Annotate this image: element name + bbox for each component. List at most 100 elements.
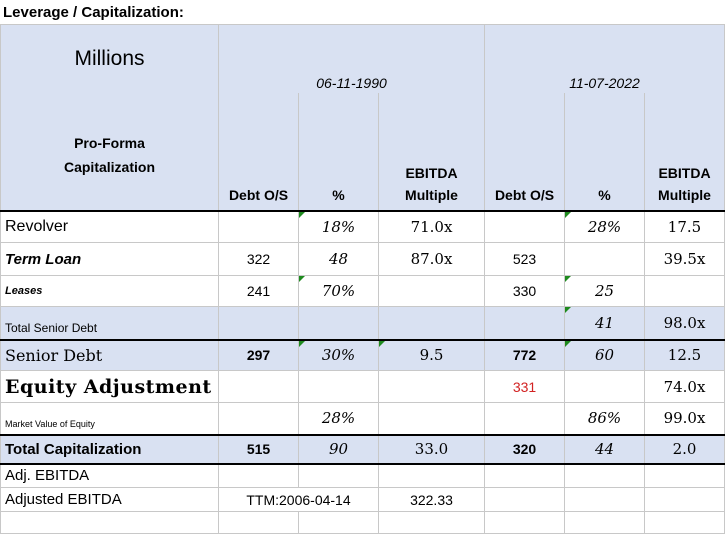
cell[interactable]	[298, 370, 379, 403]
cell[interactable]: 330	[484, 275, 565, 307]
units-label: Millions	[74, 46, 145, 70]
cell[interactable]	[564, 242, 645, 276]
pct-header-label: %	[332, 186, 345, 203]
cell[interactable]: 71.0x	[378, 210, 485, 243]
cell[interactable]	[298, 511, 379, 534]
cell[interactable]: 90	[298, 433, 379, 465]
cell[interactable]: 322	[218, 242, 299, 276]
capitalization-table: Millions 06-11-1990 11-07-2022 Pro-Forma…	[0, 24, 725, 534]
multiple-header-1[interactable]: EBITDA Multiple	[378, 92, 485, 212]
cell[interactable]	[484, 210, 565, 243]
table-row: Adj. EBITDA	[0, 463, 725, 488]
cell[interactable]: 39.5x	[644, 242, 725, 276]
cell[interactable]: 12.5	[644, 338, 725, 371]
adjusted-ebitda-label[interactable]: Adjusted EBITDA	[0, 487, 219, 512]
cell[interactable]: 297	[218, 338, 299, 371]
table-row: Total Senior Debt 41 98.0x	[0, 306, 725, 340]
cell[interactable]: 44	[564, 433, 645, 465]
cell[interactable]	[378, 511, 485, 534]
row-label[interactable]: Revolver	[0, 210, 219, 243]
cell[interactable]	[484, 306, 565, 340]
cell[interactable]	[644, 463, 725, 488]
section-header: Pro-Forma Capitalization	[63, 134, 155, 175]
cell[interactable]: 25	[564, 275, 645, 307]
cell[interactable]	[298, 306, 379, 340]
cell[interactable]	[644, 511, 725, 534]
row-label[interactable]: Market Value of Equity	[0, 402, 219, 435]
cell[interactable]: 41	[564, 306, 645, 340]
cell[interactable]: 772	[484, 338, 565, 371]
cell[interactable]: 28%	[298, 402, 379, 435]
table-row: Adjusted EBITDA TTM:2006-04-14 322.33	[0, 487, 725, 512]
cell[interactable]: 99.0x	[644, 402, 725, 435]
cell[interactable]: 86%	[564, 402, 645, 435]
table-row: Leases 241 70% 330 25	[0, 275, 725, 307]
cell[interactable]: 30%	[298, 338, 379, 371]
cell[interactable]: 98.0x	[644, 306, 725, 340]
cell[interactable]: 17.5	[644, 210, 725, 243]
cell[interactable]	[378, 275, 485, 307]
cell[interactable]: 9.5	[378, 338, 485, 371]
cell[interactable]: 2.0	[644, 433, 725, 465]
debt-header-2[interactable]: Debt O/S	[484, 92, 565, 212]
cell[interactable]	[218, 306, 299, 340]
cell[interactable]: 241	[218, 275, 299, 307]
cell[interactable]	[378, 463, 485, 488]
pct-header-label: %	[598, 186, 611, 203]
cell[interactable]: 28%	[564, 210, 645, 243]
multiple-header-2[interactable]: EBITDA Multiple	[644, 92, 725, 212]
cell[interactable]	[378, 306, 485, 340]
cell[interactable]	[218, 210, 299, 243]
adjusted-ebitda-value[interactable]: 322.33	[378, 487, 485, 512]
debt-header-label: Debt O/S	[494, 186, 555, 203]
cell[interactable]	[378, 402, 485, 435]
cell[interactable]: 87.0x	[378, 242, 485, 276]
row-label[interactable]: Senior Debt	[0, 338, 219, 371]
cell[interactable]	[564, 463, 645, 488]
row-label[interactable]: Total Capitalization	[0, 433, 219, 465]
cell[interactable]	[484, 402, 565, 435]
pct-header-1[interactable]: %	[298, 92, 379, 212]
ttm-cell[interactable]: TTM:2006-04-14	[218, 487, 379, 512]
cell[interactable]: 18%	[298, 210, 379, 243]
cell[interactable]: 48	[298, 242, 379, 276]
cell[interactable]	[218, 370, 299, 403]
section-header-cell[interactable]: Pro-Forma Capitalization	[0, 92, 219, 212]
cell[interactable]	[298, 463, 379, 488]
date2-label: 11-07-2022	[569, 74, 640, 91]
units-cell[interactable]: Millions	[0, 24, 219, 93]
cell[interactable]	[644, 487, 725, 512]
date1-cell[interactable]: 06-11-1990	[218, 24, 485, 93]
date2-cell[interactable]: 11-07-2022	[484, 24, 725, 93]
adj-ebitda-label[interactable]: Adj. EBITDA	[0, 463, 219, 488]
cell[interactable]	[564, 370, 645, 403]
cell[interactable]	[484, 511, 565, 534]
cell[interactable]	[564, 487, 645, 512]
debt-header-1[interactable]: Debt O/S	[218, 92, 299, 212]
row-label[interactable]: Term Loan	[0, 242, 219, 276]
cell[interactable]: 320	[484, 433, 565, 465]
cell[interactable]: 74.0x	[644, 370, 725, 403]
pct-header-2[interactable]: %	[564, 92, 645, 212]
table-row: Total Capitalization 515 90 33.0 320 44 …	[0, 433, 725, 465]
cell[interactable]	[378, 370, 485, 403]
debt-header-label: Debt O/S	[228, 186, 289, 203]
cell[interactable]: 33.0	[378, 433, 485, 465]
cell[interactable]	[0, 511, 219, 534]
table-row: Senior Debt 297 30% 9.5 772 60 12.5	[0, 338, 725, 371]
cell[interactable]	[218, 402, 299, 435]
cell[interactable]	[218, 511, 299, 534]
cell[interactable]	[564, 511, 645, 534]
row-label[interactable]: Equity Adjustment	[0, 370, 219, 403]
row-label[interactable]: Total Senior Debt	[0, 306, 219, 340]
cell[interactable]: 523	[484, 242, 565, 276]
cell[interactable]	[484, 463, 565, 488]
cell[interactable]: 60	[564, 338, 645, 371]
cell[interactable]: 515	[218, 433, 299, 465]
cell[interactable]: 70%	[298, 275, 379, 307]
cell[interactable]	[218, 463, 299, 488]
row-label[interactable]: Leases	[0, 275, 219, 307]
cell[interactable]: 331	[484, 370, 565, 403]
cell[interactable]	[644, 275, 725, 307]
cell[interactable]	[484, 487, 565, 512]
